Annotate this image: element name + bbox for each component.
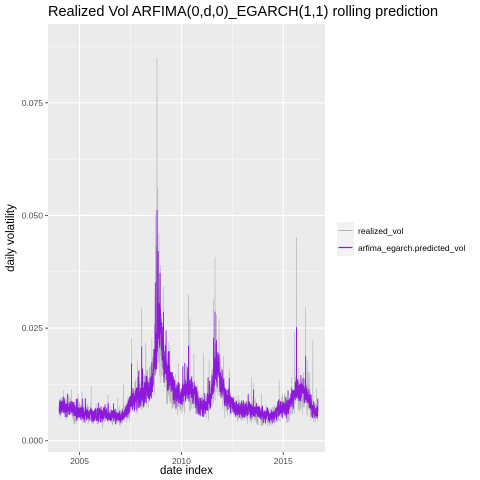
x-tick-label: 2005 (70, 456, 89, 466)
y-tick-label: 0.075 (22, 98, 44, 108)
legend: realized_vol arfima_egarch.predicted_vol (337, 222, 465, 256)
series-line-predicted-vol (58, 209, 319, 425)
x-axis-title: date index (160, 465, 213, 477)
chart-title: Realized Vol ARFIMA(0,d,0)_EGARCH(1,1) r… (48, 4, 438, 20)
x-tick-label: 2010 (172, 456, 191, 466)
legend-label-predicted-vol: arfima_egarch.predicted_vol (358, 243, 465, 253)
y-tick-label: 0.025 (22, 323, 44, 333)
y-tick-label: 0.050 (22, 210, 44, 220)
y-axis-title: daily volatility (5, 204, 17, 272)
series-layer (58, 57, 319, 429)
major-gridlines (48, 24, 325, 452)
x-tick-label: 2015 (274, 456, 293, 466)
axis-ticks (45, 102, 284, 455)
legend-label-realized-vol: realized_vol (358, 226, 403, 236)
y-tick-label: 0.000 (22, 436, 44, 446)
tick-labels: 2005 2010 2015 0.000 0.025 0.050 0.075 (22, 98, 293, 466)
